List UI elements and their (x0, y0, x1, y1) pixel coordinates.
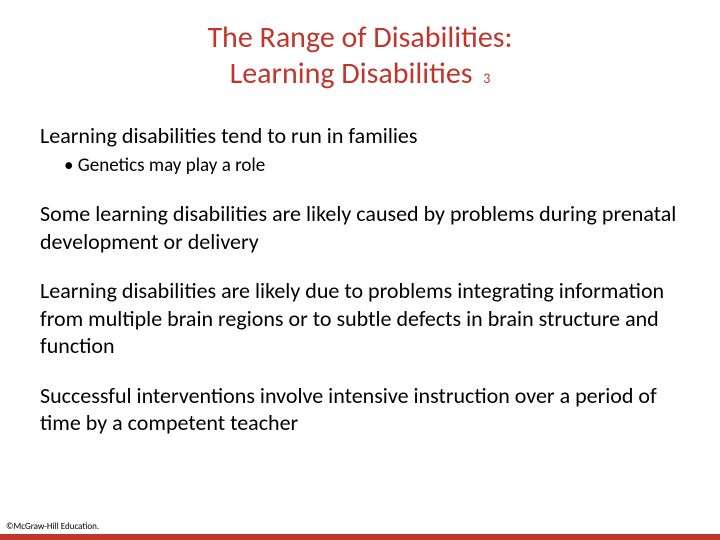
point-text: Successful interventions involve intensi… (40, 382, 657, 437)
title-line-2-wrap: Learning Disabilities 3 (0, 56, 720, 92)
title-subscript: 3 (483, 70, 490, 87)
slide-footer: ©McGraw-Hill Education. (0, 519, 720, 540)
copyright-text: ©McGraw-Hill Education. (0, 519, 720, 534)
body-point: Learning disabilities tend to run in fam… (40, 122, 680, 150)
title-line-1: The Range of Disabilities: (0, 20, 720, 56)
slide-body: Learning disabilities tend to run in fam… (0, 122, 720, 437)
slide-title: The Range of Disabilities: Learning Disa… (0, 0, 720, 92)
body-point: Successful interventions involve intensi… (40, 382, 680, 437)
point-text: Learning disabilities are likely due to … (40, 277, 664, 359)
point-text: Learning disabilities tend to run in fam… (40, 122, 417, 149)
title-line-2: Learning Disabilities (230, 55, 473, 92)
point-text: Some learning disabilities are likely ca… (40, 200, 676, 255)
slide: { "colors": { "title": "#c0362c", "accen… (0, 0, 720, 540)
body-point: Learning disabilities are likely due to … (40, 277, 680, 360)
sub-bullet-list: Genetics may play a role (40, 154, 680, 179)
accent-bar (0, 534, 720, 540)
sub-bullet: Genetics may play a role (64, 154, 680, 179)
body-point: Some learning disabilities are likely ca… (40, 200, 680, 255)
